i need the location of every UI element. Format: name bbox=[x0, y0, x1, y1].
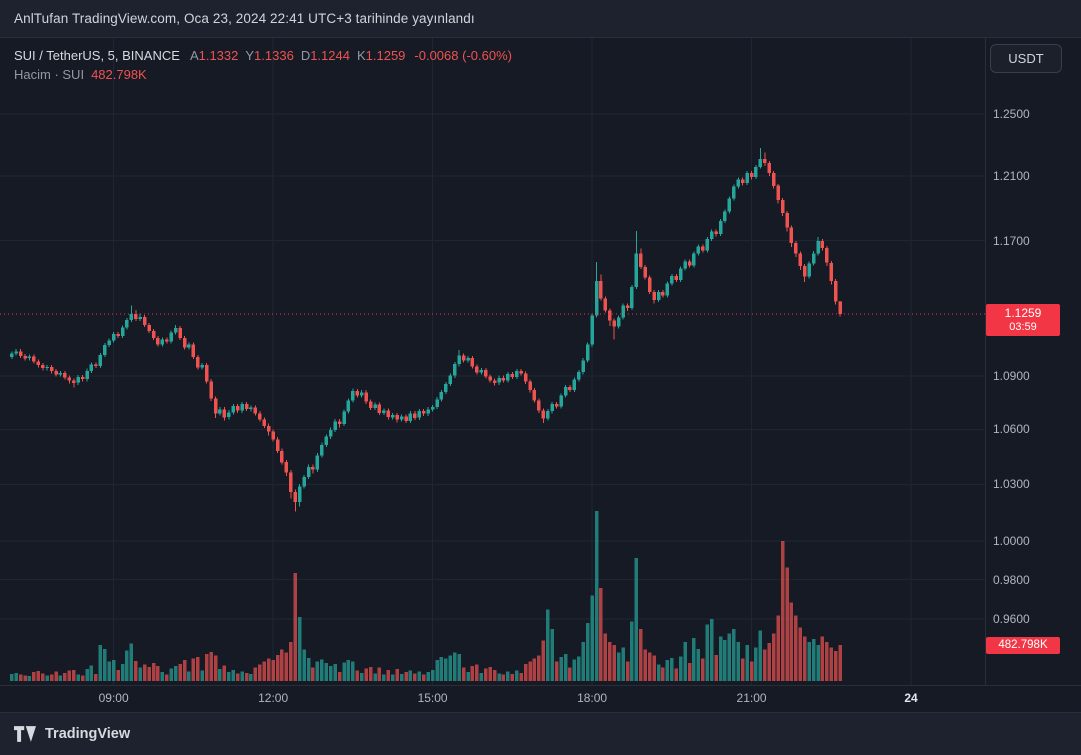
price-tick: 1.0300 bbox=[993, 477, 1030, 492]
price-tick: 0.9800 bbox=[993, 572, 1030, 587]
candlestick-chart[interactable] bbox=[0, 38, 1081, 712]
bar-countdown: 03:59 bbox=[1009, 321, 1037, 334]
tradingview-logo-icon[interactable] bbox=[14, 726, 36, 742]
price-tick: 0.9600 bbox=[993, 612, 1030, 627]
high-value: Y1.1336 bbox=[245, 48, 294, 63]
tradingview-brand[interactable]: TradingView bbox=[45, 726, 131, 742]
footer-bar: TradingView bbox=[0, 712, 1081, 755]
price-tick: 1.0900 bbox=[993, 369, 1030, 384]
publish-bar: AnlTufan TradingView.com, Oca 23, 2024 2… bbox=[0, 0, 1081, 38]
open-value: A1.1332 bbox=[189, 48, 239, 63]
volume-badge: 482.798K bbox=[986, 637, 1060, 654]
legend-symbol-row: SUI / TetherUS, 5, BINANCE A1.1332 Y1.13… bbox=[14, 46, 512, 65]
time-tick: 21:00 bbox=[736, 691, 767, 705]
symbol-title[interactable]: SUI / TetherUS, 5, BINANCE bbox=[14, 48, 180, 63]
time-tick: 24 bbox=[904, 691, 918, 705]
volume-value: 482.798K bbox=[91, 67, 147, 82]
legend-volume-row: Hacim · SUI 482.798K bbox=[14, 65, 512, 84]
volume-label: Hacim · SUI bbox=[14, 67, 85, 82]
time-axis[interactable]: 09:00 12:00 15:00 18:00 21:00 24 bbox=[0, 685, 1081, 712]
time-tick: 15:00 bbox=[417, 691, 448, 705]
price-tick: 1.2500 bbox=[993, 107, 1030, 121]
close-value: K1.1259 bbox=[356, 48, 406, 63]
price-axis[interactable]: 1.2500 1.2100 1.1700 1.0900 1.0600 1.0300 1.00… bbox=[985, 38, 1081, 685]
change-value: -0.0068 (-0.60%) bbox=[414, 48, 512, 63]
time-tick: 12:00 bbox=[258, 691, 289, 705]
price-tick: 1.0000 bbox=[993, 533, 1030, 548]
last-price-value: 1.1259 bbox=[1004, 306, 1042, 321]
last-price-badge: 1.1259 03:59 bbox=[986, 304, 1060, 337]
time-tick: 18:00 bbox=[577, 691, 608, 705]
chart-area[interactable]: SUI / TetherUS, 5, BINANCE A1.1332 Y1.13… bbox=[0, 38, 1081, 712]
price-tick: 1.2100 bbox=[993, 169, 1030, 184]
price-tick: 1.1700 bbox=[993, 233, 1030, 248]
publish-text: AnlTufan TradingView.com, Oca 23, 2024 2… bbox=[14, 11, 475, 26]
time-tick: 09:00 bbox=[98, 691, 129, 705]
legend: SUI / TetherUS, 5, BINANCE A1.1332 Y1.13… bbox=[14, 46, 512, 84]
low-value: D1.1244 bbox=[300, 48, 350, 63]
currency-toggle-button[interactable]: USDT bbox=[990, 44, 1062, 73]
price-tick: 1.0600 bbox=[993, 422, 1030, 437]
